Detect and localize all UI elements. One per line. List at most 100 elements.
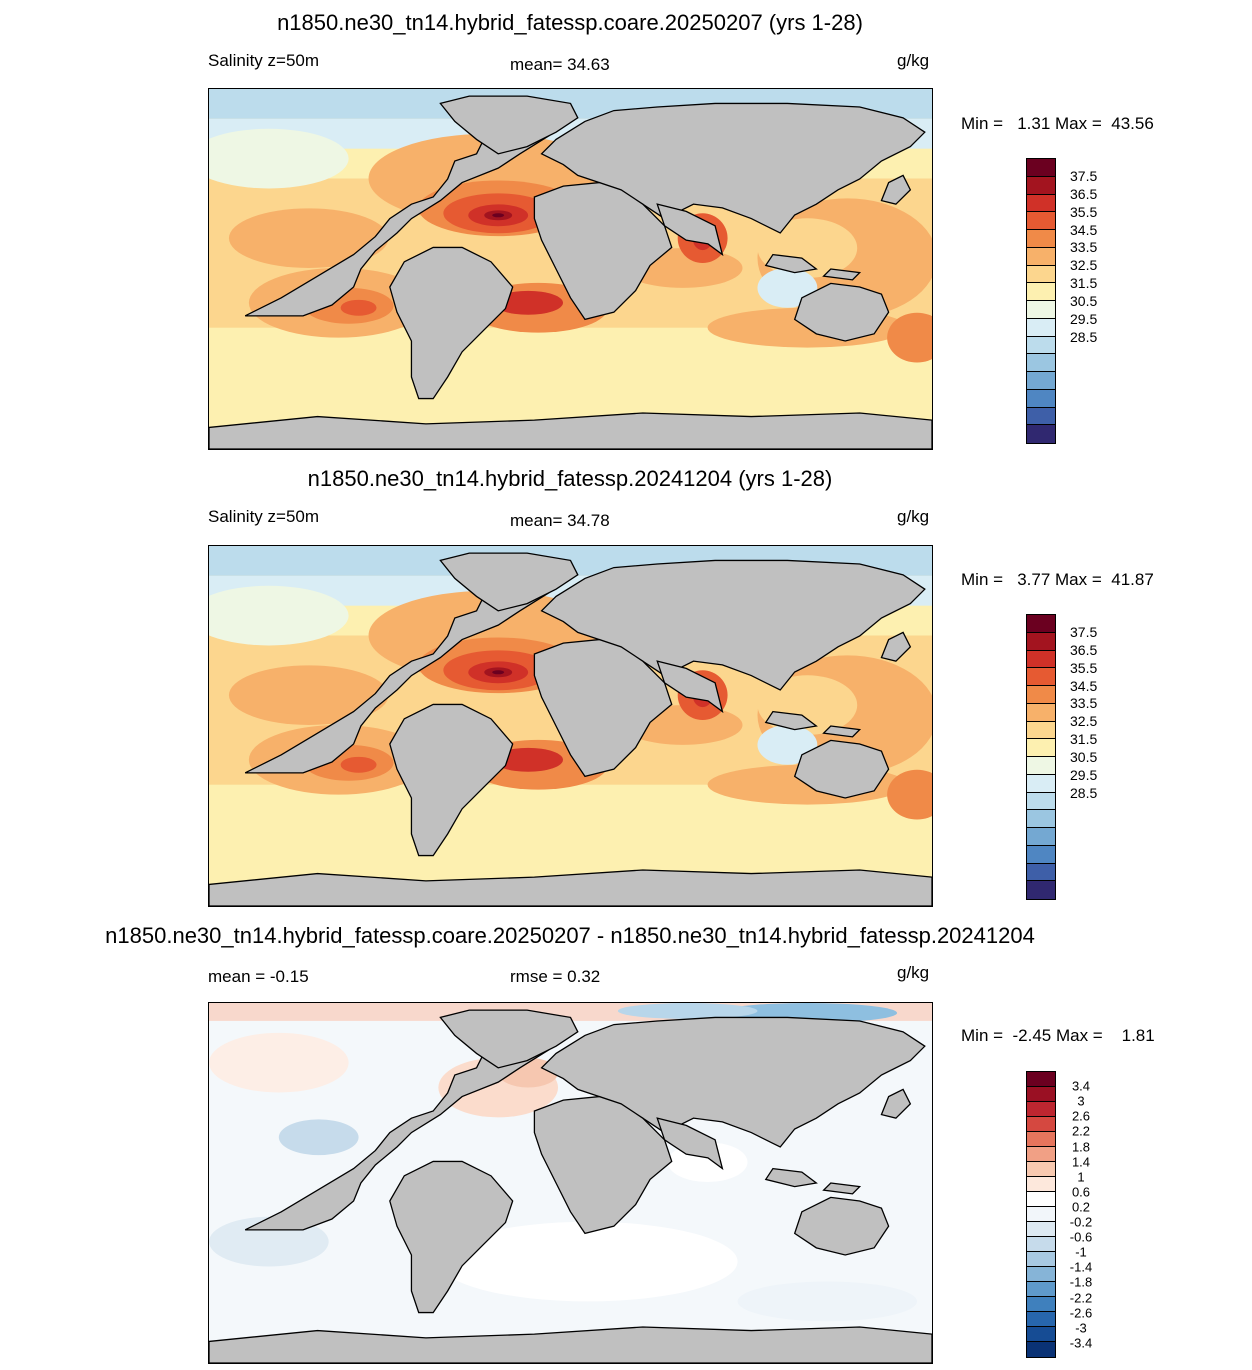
colorbar-tick-label: 0.6 [1071,1184,1091,1200]
colorbar-tick-label: 33.5 [1070,695,1098,712]
colorbar-swatch [1027,1327,1055,1342]
land-mass [439,552,579,612]
panel3-colorbar [1026,1071,1056,1358]
salinity-contour-region [209,585,349,646]
panel2-units: g/kg [897,507,930,526]
salinity-contour-region [228,208,389,269]
panel1-minmax: Min = 1.31 Max = 43.56 [961,114,1154,133]
colorbar-swatch [1027,1312,1055,1327]
colorbar-tick-label: 28.5 [1070,328,1098,345]
colorbar-swatch [1027,1072,1055,1087]
colorbar-tick-label: 34.5 [1070,221,1098,238]
land-mass [764,253,818,274]
land-mass [793,1196,890,1256]
panel1-mean-label: mean= 34.63 [510,55,610,74]
panel1-units: g/kg [897,51,930,70]
colorbar-swatch [1027,863,1055,882]
land-mass [880,1088,912,1119]
colorbar-tick-label: 0.2 [1071,1199,1091,1215]
land-mass [533,1095,673,1235]
colorbar-swatch [1027,159,1055,177]
colorbar-swatch [1027,407,1055,426]
panel2-colorbar [1026,614,1056,900]
colorbar-swatch [1027,632,1055,651]
salinity-contour-region [493,747,564,772]
land-mass [822,1182,862,1195]
colorbar-swatch [1027,283,1055,301]
salinity-contour-region [340,299,377,316]
colorbar-tick-label: 36.5 [1070,641,1098,658]
salinity-contour-region [737,1281,918,1322]
colorbar-swatch [1027,1147,1055,1162]
panel2-title: n1850.ne30_tn14.hybrid_fatessp.20241204 … [307,466,833,491]
colorbar-tick-label: -2.6 [1069,1305,1093,1321]
colorbar-swatch [1027,247,1055,266]
salinity-contour-region [887,312,932,363]
colorbar-tick-label: 36.5 [1070,185,1098,202]
colorbar-swatch [1027,686,1055,704]
colorbar-tick-label: 35.5 [1070,659,1098,676]
salinity-contour-region [887,769,932,820]
colorbar-swatch [1027,1252,1055,1267]
colorbar-swatch [1027,810,1055,828]
colorbar-tick-label: 34.5 [1070,677,1098,694]
salinity-contour-region [617,1003,758,1019]
colorbar-swatch [1027,389,1055,408]
colorbar-tick-label: 32.5 [1070,713,1098,730]
land-mass [439,95,579,155]
colorbar-swatch [1027,774,1055,793]
colorbar-swatch [1027,739,1055,757]
land-mass [764,1167,818,1188]
land-mass [389,1160,514,1314]
colorbar-swatch [1027,301,1055,319]
land-mass [533,181,673,321]
colorbar-swatch [1027,615,1055,633]
salinity-band [209,814,932,875]
colorbar-swatch [1027,1237,1055,1252]
panel2-minmax: Min = 3.77 Max = 41.87 [961,570,1154,589]
colorbar-swatch [1027,1297,1055,1312]
colorbar-swatch [1027,1192,1055,1207]
land-mass [764,710,818,731]
salinity-contour-region [278,1119,359,1156]
colorbar-swatch [1027,230,1055,248]
salinity-contour-region [438,1221,738,1302]
colorbar-tick-label: 28.5 [1070,784,1098,801]
colorbar-tick-label: 35.5 [1070,203,1098,220]
colorbar-swatch [1027,1222,1055,1237]
land-mass [656,203,724,257]
colorbar-tick-label: 30.5 [1070,749,1098,765]
colorbar-tick-label: 32.5 [1070,257,1098,274]
colorbar-swatch [1027,1207,1055,1222]
colorbar-swatch [1027,1282,1055,1297]
colorbar-swatch [1027,1267,1055,1282]
land-mass [389,703,514,857]
colorbar-tick-label: -0.2 [1069,1214,1093,1230]
colorbar-swatch [1027,650,1055,669]
colorbar-tick-label: 1 [1077,1169,1085,1185]
colorbar-swatch [1027,336,1055,355]
salinity-contour-region [492,213,505,218]
panel2-field-label: Salinity z=50m [208,507,320,526]
land-mass [822,268,862,281]
colorbar-swatch [1027,176,1055,195]
colorbar-tick-label: 1.4 [1071,1154,1091,1170]
panel3-rmse-label: rmse = 0.32 [510,967,601,986]
salinity-contour-region [209,1032,349,1093]
salinity-contour-region [493,290,564,315]
land-mass [880,174,912,205]
colorbar-tick-label: 30.5 [1070,293,1098,309]
colorbar-tick-label: 33.5 [1070,239,1098,256]
colorbar-tick-label: 2.6 [1071,1108,1091,1124]
land-mass [439,1009,579,1069]
colorbar-tick-label: -3 [1075,1320,1087,1336]
panel3-title: n1850.ne30_tn14.hybrid_fatessp.coare.202… [105,923,1035,948]
colorbar-tick-label: 3 [1077,1093,1085,1109]
colorbar-swatch [1027,1342,1055,1357]
colorbar-swatch [1027,265,1055,284]
colorbar-tick-label: -2.2 [1069,1290,1093,1306]
colorbar-tick-label: 31.5 [1070,275,1098,292]
land-mass [880,631,912,662]
land-mass [533,638,673,778]
panel3-units: g/kg [897,963,930,982]
